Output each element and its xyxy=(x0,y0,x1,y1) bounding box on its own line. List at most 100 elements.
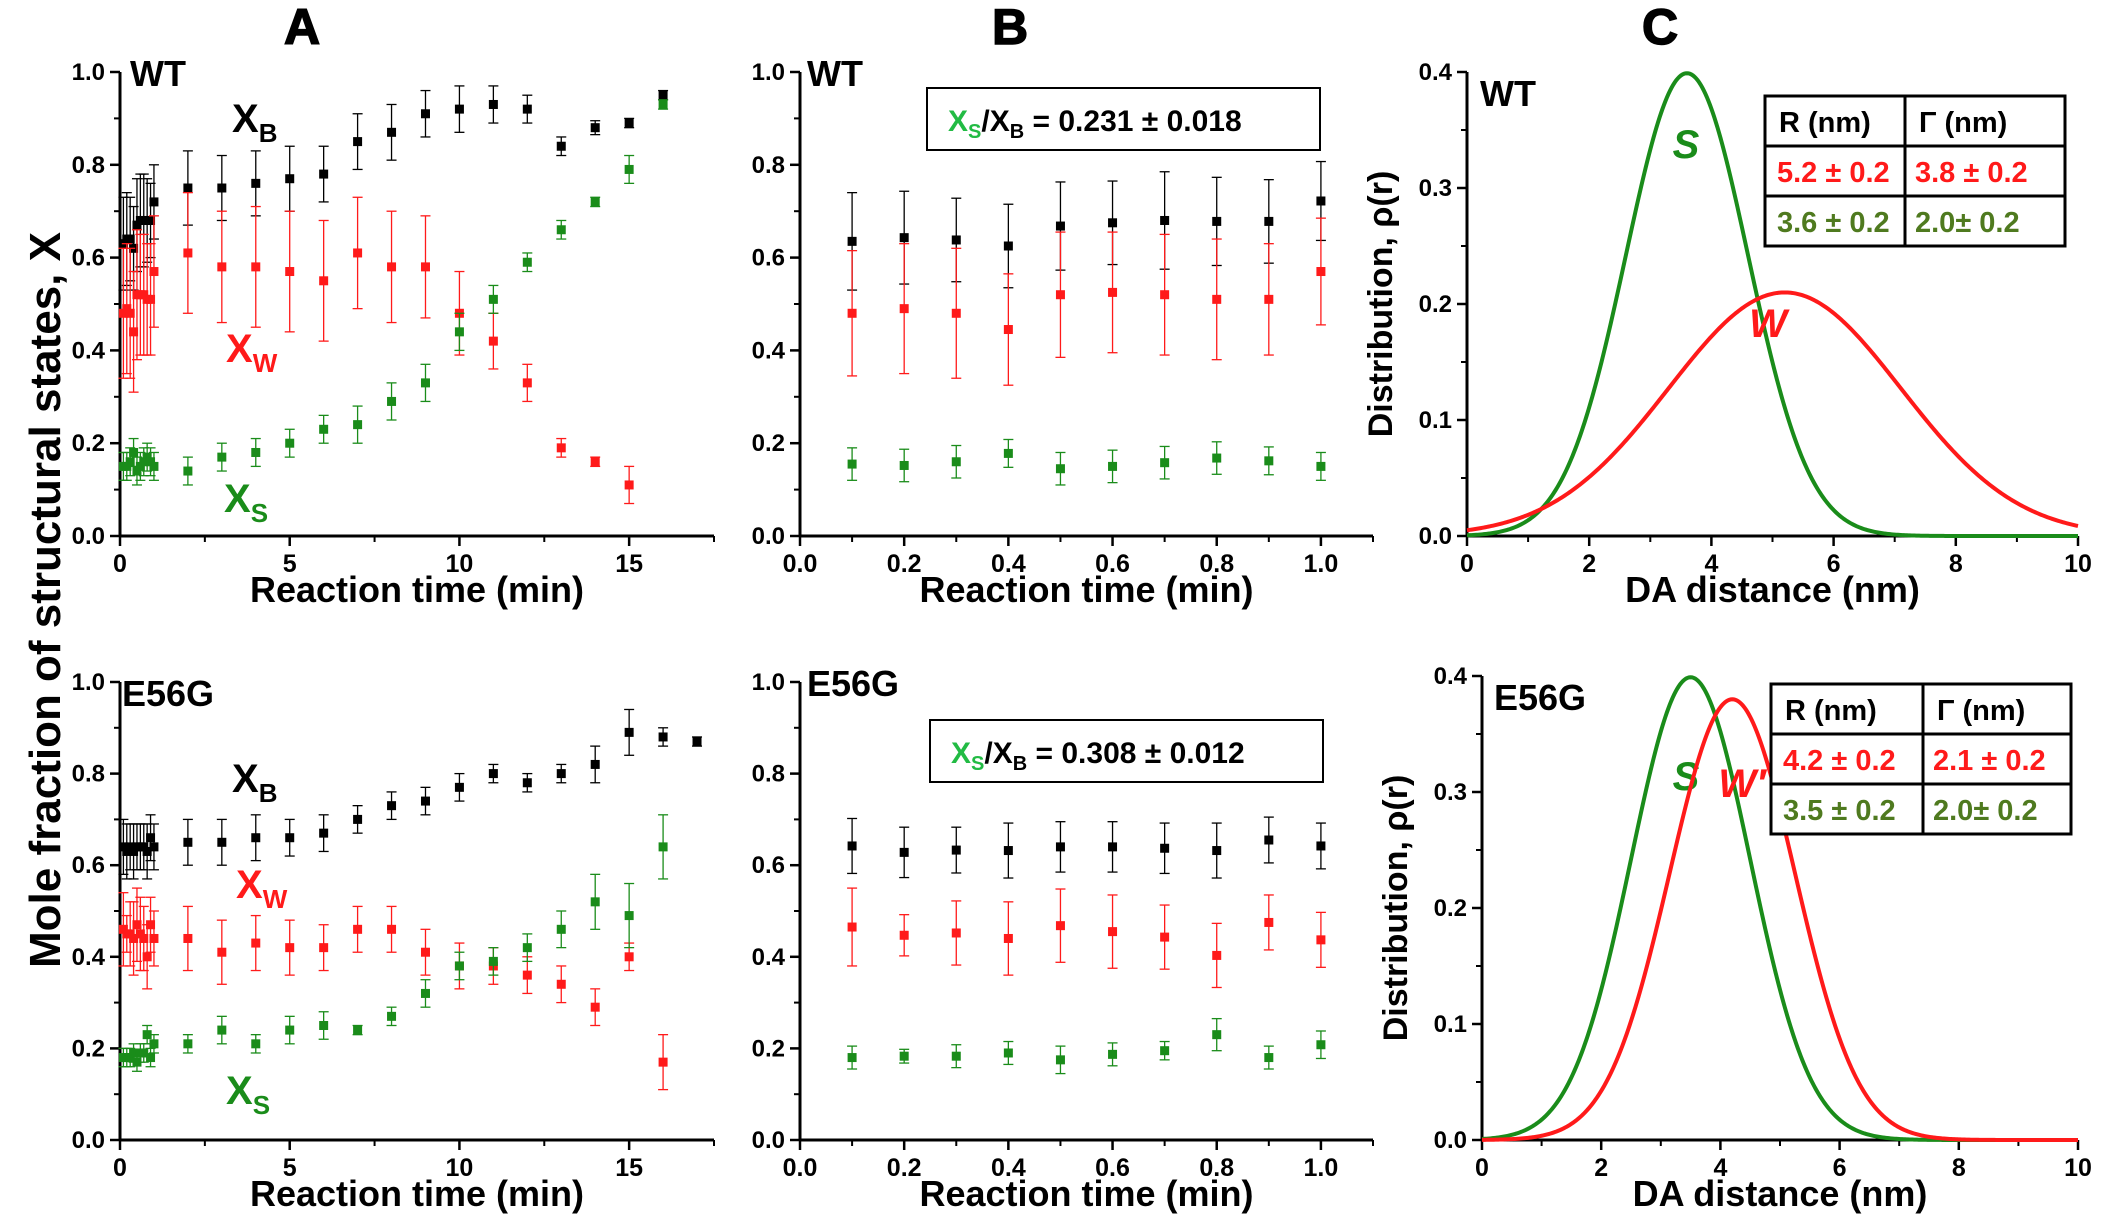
data-point xyxy=(847,236,857,246)
data-point xyxy=(454,782,464,792)
data-point xyxy=(556,141,566,151)
y-tick-label: 0.8 xyxy=(752,761,785,788)
data-point xyxy=(847,459,857,469)
x-axis-label: Reaction time (min) xyxy=(250,1173,584,1214)
data-point xyxy=(139,842,149,852)
label-xw-wt: XW xyxy=(226,327,278,378)
data-point xyxy=(353,248,363,258)
y-tick-label: 0.8 xyxy=(72,152,105,179)
data-point xyxy=(1212,453,1222,463)
data-point xyxy=(658,732,668,742)
series-xw xyxy=(847,887,1326,989)
table-cell: 5.2 ± 0.2 xyxy=(1777,157,1890,189)
data-point xyxy=(658,1057,668,1067)
x-tick-label: 0.4 xyxy=(991,1154,1026,1182)
data-point xyxy=(1003,448,1013,458)
data-point xyxy=(847,841,857,851)
sample-label: E56G xyxy=(807,663,899,704)
data-point xyxy=(251,447,261,457)
x-tick-label: 0 xyxy=(113,550,127,578)
data-point xyxy=(149,197,159,207)
data-point xyxy=(183,248,193,258)
y-tick-label: 0.8 xyxy=(752,152,785,179)
y-tick-label: 0.4 xyxy=(1434,663,1468,690)
data-point xyxy=(1108,1049,1118,1059)
data-point xyxy=(1003,1048,1013,1058)
x-tick-label: 0 xyxy=(1475,1154,1489,1182)
y-tick-label: 0.1 xyxy=(1419,407,1452,434)
table-border xyxy=(1769,682,2073,836)
data-point xyxy=(122,846,132,856)
data-point xyxy=(1212,846,1222,856)
data-point xyxy=(1316,267,1326,277)
data-point xyxy=(319,169,329,179)
chart-a-e56g: 0 5 10 15 0.0 0.2 0.4 0.6 0.8 1.0 Reaction time (m… xyxy=(72,669,715,1214)
data-point xyxy=(1160,215,1170,225)
data-point xyxy=(658,842,668,852)
data-point xyxy=(135,929,145,939)
data-point xyxy=(420,988,430,998)
table-cell: 3.6 ± 0.2 xyxy=(1777,207,1890,239)
data-point xyxy=(1160,1046,1170,1056)
data-point xyxy=(590,457,600,467)
data-point xyxy=(522,778,532,788)
data-point xyxy=(353,1025,363,1035)
data-point xyxy=(590,123,600,133)
table-cell: 3.8 ± 0.2 xyxy=(1915,157,2028,189)
chart-b-wt: 0.0 0.2 0.4 0.6 0.8 1.0 0.0 0.2 0.4 0.6 0.8 1.0 Reac… xyxy=(752,53,1374,610)
y-tick-label: 0.0 xyxy=(1419,523,1452,550)
data-point xyxy=(353,814,363,824)
y-tick-label: 0.1 xyxy=(1434,1011,1467,1038)
x-tick-label: 1.0 xyxy=(1304,550,1339,578)
y-tick-label: 0.4 xyxy=(1419,59,1453,86)
data-point xyxy=(1003,241,1013,251)
data-point xyxy=(1212,294,1222,304)
data-point xyxy=(556,979,566,989)
data-point xyxy=(217,183,227,193)
data-point xyxy=(420,262,430,272)
data-point xyxy=(590,197,600,207)
table-cell: 2.1 ± 0.2 xyxy=(1933,745,2046,777)
parameter-table: R (nm) Γ (nm) 5.2 ± 0.2 3.8 ± 0.2 3.6 ± 0.2 2… xyxy=(1763,94,2067,248)
data-point xyxy=(122,304,132,314)
y-tick-label: 0.6 xyxy=(72,852,105,879)
data-point xyxy=(125,457,135,467)
data-point xyxy=(899,233,909,243)
sample-label: E56G xyxy=(1494,677,1586,718)
series-xb xyxy=(847,816,1326,879)
data-point xyxy=(142,1030,152,1040)
data-point xyxy=(217,1025,227,1035)
data-point xyxy=(149,1039,159,1049)
x-tick-label: 1.0 xyxy=(1304,1154,1339,1182)
series-xs xyxy=(847,1017,1326,1075)
x-tick-label: 6 xyxy=(1827,550,1841,578)
data-point xyxy=(1055,1055,1065,1065)
data-point xyxy=(488,336,498,346)
x-tick-label: 0.8 xyxy=(1199,550,1234,578)
data-point xyxy=(951,1051,961,1061)
x-tick-label: 10 xyxy=(446,1154,474,1182)
y-tick-label: 0.0 xyxy=(752,523,785,550)
data-point xyxy=(217,262,227,272)
data-point xyxy=(951,845,961,855)
data-point xyxy=(1316,841,1326,851)
data-point xyxy=(149,933,159,943)
data-point xyxy=(1108,287,1118,297)
panel-letter-a: A xyxy=(284,0,320,55)
panel-letter-c: C xyxy=(1642,0,1678,55)
data-point xyxy=(1160,932,1170,942)
data-point xyxy=(146,294,156,304)
data-point xyxy=(146,920,156,930)
data-point xyxy=(146,833,156,843)
data-point xyxy=(1264,835,1274,845)
data-point xyxy=(125,929,135,939)
x-tick-label: 0.6 xyxy=(1095,1154,1130,1182)
chart-c-wt: 0 2 4 6 8 10 0.0 0.1 0.2 0.3 0.4 DA distance (nm) Di… xyxy=(1362,59,2092,610)
distribution-curve-w xyxy=(1466,290,2079,533)
y-tick-label: 0.2 xyxy=(72,430,105,457)
data-point xyxy=(658,90,668,100)
parameter-table: R (nm) Γ (nm) 4.2 ± 0.2 2.1 ± 0.2 3.5 ± 0.2 2… xyxy=(1769,682,2073,836)
table-header: Γ (nm) xyxy=(1919,107,2007,139)
chart-a-wt: 0 5 10 15 0.0 0.2 0.4 0.6 0.8 1.0 Reaction time (m… xyxy=(72,53,715,610)
data-point xyxy=(285,943,295,953)
